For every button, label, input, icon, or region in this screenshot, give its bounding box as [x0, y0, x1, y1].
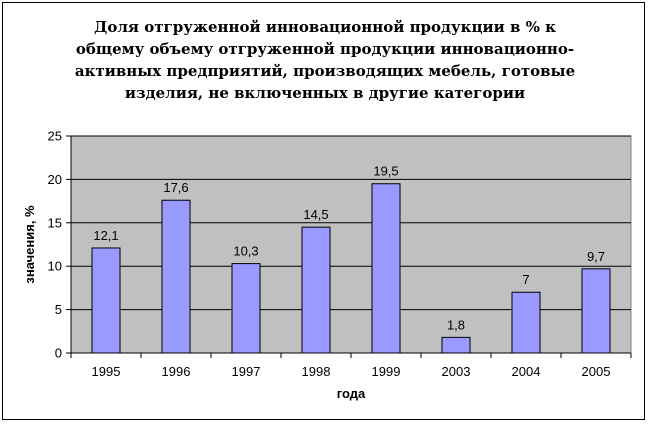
- data-label: 14,5: [303, 207, 328, 222]
- x-tick-label: 2004: [512, 364, 541, 379]
- bar: [371, 183, 401, 354]
- plot-area: [70, 135, 632, 354]
- y-axis-title: значения, %: [22, 205, 37, 284]
- bar: [231, 263, 261, 354]
- data-label: 12,1: [93, 228, 118, 243]
- x-axis-title: года: [337, 386, 366, 401]
- data-label: 10,3: [233, 244, 258, 259]
- bar: [511, 291, 541, 354]
- x-tick-label: 2003: [442, 364, 471, 379]
- data-labels: 12,1 17,6 10,3 14,5 19,5 1,8 7 9,7: [93, 164, 605, 333]
- bar: [441, 336, 471, 354]
- x-tick-label: 1995: [92, 364, 121, 379]
- bar: [301, 226, 331, 354]
- x-axis-ticks: 1995 1996 1997 1998 1999 2003 2004 2005: [70, 353, 632, 379]
- data-label: 9,7: [587, 249, 605, 264]
- y-tick-label: 10: [48, 259, 62, 274]
- x-tick-label: 1997: [232, 364, 261, 379]
- x-tick-label: 1999: [372, 364, 401, 379]
- y-tick-label: 5: [55, 302, 62, 317]
- chart-title: Доля отгруженной инновационной продукции…: [74, 18, 576, 102]
- x-tick-label: 1998: [302, 364, 331, 379]
- bar: [581, 268, 611, 354]
- y-tick-label: 0: [55, 346, 62, 361]
- bar: [91, 247, 121, 354]
- y-tick-label: 15: [48, 215, 62, 230]
- x-tick-label: 1996: [162, 364, 191, 379]
- data-label: 19,5: [373, 164, 398, 179]
- y-tick-label: 20: [48, 172, 62, 187]
- y-tick-label: 25: [48, 129, 62, 144]
- bar: [161, 199, 191, 354]
- data-label: 1,8: [447, 317, 465, 332]
- x-tick-label: 2005: [582, 364, 611, 379]
- y-axis-ticks: 0 5 10 15 20 25: [48, 129, 71, 361]
- data-label: 7: [522, 272, 529, 287]
- data-label: 17,6: [163, 180, 188, 195]
- bars: [91, 183, 611, 354]
